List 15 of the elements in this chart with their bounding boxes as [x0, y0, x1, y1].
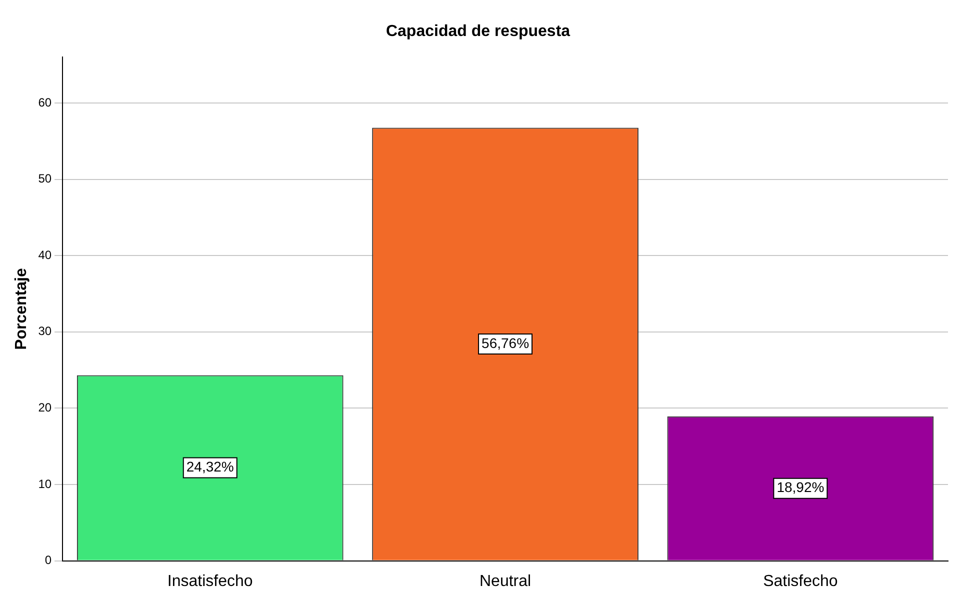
y-tick-label: 20: [38, 400, 52, 415]
chart-title: Capacidad de respuesta: [386, 23, 570, 40]
y-axis-title: Porcentaje: [13, 268, 30, 350]
x-tick-label: Neutral: [479, 572, 532, 590]
data-label: 24,32%: [186, 458, 234, 475]
x-tick-label: Satisfecho: [763, 572, 838, 590]
data-label: 18,92%: [776, 479, 824, 496]
x-tick-label: Insatisfecho: [167, 572, 253, 590]
y-tick-label: 30: [38, 324, 52, 338]
y-tick-label: 0: [44, 553, 52, 568]
y-tick-label: 40: [38, 248, 52, 262]
y-tick-label: 50: [38, 172, 52, 186]
y-tick-label: 60: [38, 95, 52, 110]
data-label: 56,76%: [482, 334, 530, 351]
y-tick-label: 10: [38, 476, 52, 491]
